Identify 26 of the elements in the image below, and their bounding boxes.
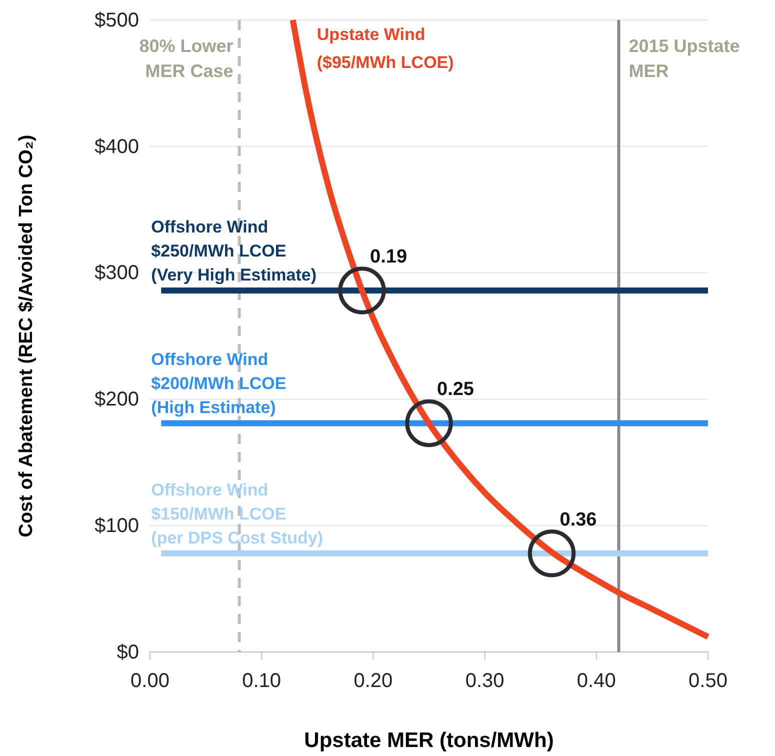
x-tick-label: 0.40 [576,670,616,692]
y-tick-label: $200 [94,388,139,411]
point [528,530,576,578]
ref-line-label: 2015 Upstate MER [628,36,740,81]
point [405,399,453,448]
ref-line-label: 80% Lower MER Case [139,36,234,81]
series-label: Upstate Wind ($95/MWh LCOE) [316,25,454,72]
y-tick-label: $500 [94,9,139,32]
series-label: Offshore Wind $200/MWh LCOE (High Estimate) [151,350,286,418]
y-tick-label: $0 [116,641,139,664]
y-tick-label: $400 [94,136,139,158]
x-axis-title: Upstate MER (tons/MWh) [304,729,554,752]
x-tick-label: 0.10 [242,670,282,692]
series-label: Offshore Wind $150/MWh LCOE (per DPS Cost Study) [151,480,324,548]
x-tick-label: 0.00 [130,670,170,692]
y-tick-label: $300 [94,262,139,284]
y-tick-label: $100 [94,515,139,537]
annotation: 0.36 [560,509,597,530]
annotation: 0.19 [370,246,408,268]
y-axis-title: Cost of Abatement (REC $/Avoided Ton CO₂) [16,134,37,538]
x-tick-label: 0.20 [354,670,393,692]
point [338,266,386,314]
series-label: Offshore Wind $250/MWh LCOE (Very High Estimate) [151,217,316,284]
x-tick-label: 0.30 [465,670,504,692]
annotation: 0.25 [437,379,474,400]
x-tick-label: 0.50 [688,670,728,692]
